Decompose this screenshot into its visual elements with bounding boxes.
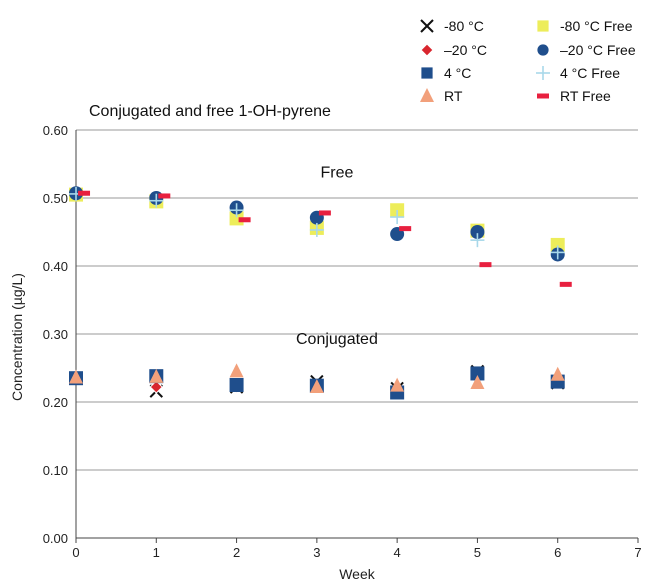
x-tick-label: 3 xyxy=(313,545,320,560)
series-8 xyxy=(78,190,572,287)
annotation-label: Free xyxy=(320,165,353,182)
data-point xyxy=(149,193,164,208)
legend-label: -80 °C Free xyxy=(560,18,633,34)
y-tick-label: 0.10 xyxy=(43,463,68,478)
legend-label: 4 °C Free xyxy=(560,65,620,81)
legend-item: 4 °C xyxy=(421,65,471,81)
series-4 xyxy=(69,363,565,394)
data-point xyxy=(318,210,331,216)
data-point xyxy=(229,363,244,378)
y-tick-label: 0.60 xyxy=(43,123,68,138)
legend-item: -80 °C xyxy=(420,18,484,34)
y-tick-label: 0.50 xyxy=(43,191,68,206)
legend-item: RT Free xyxy=(537,88,611,104)
y-tick-label: 0.00 xyxy=(43,531,68,546)
y-axis-title: Concentration (µg/L) xyxy=(9,273,25,401)
data-point xyxy=(69,369,83,384)
y-tick-label: 0.20 xyxy=(43,395,68,410)
legend-marker xyxy=(537,20,549,32)
data-point xyxy=(479,262,492,268)
data-point xyxy=(229,378,244,392)
data-point xyxy=(158,193,171,199)
x-tick-label: 5 xyxy=(474,545,481,560)
legend-item: –20 °C xyxy=(420,42,487,58)
y-tick-label: 0.40 xyxy=(43,259,68,274)
legend-swatch xyxy=(420,88,434,102)
legend-item: –20 °C Free xyxy=(537,42,636,58)
x-tick-label: 4 xyxy=(394,545,401,560)
legend-swatch xyxy=(536,66,550,80)
legend-marker xyxy=(420,19,434,33)
legend-marker xyxy=(420,43,434,57)
data-point xyxy=(399,226,412,232)
legend: -80 °C -80 °C Free –20 °C –20 °C Free 4 °C 4 … xyxy=(420,18,636,104)
data-point xyxy=(550,366,565,381)
legend-marker xyxy=(420,88,434,102)
legend-label: –20 °C xyxy=(444,42,487,58)
legend-swatch xyxy=(537,20,549,32)
data-points xyxy=(69,186,572,400)
legend-marker xyxy=(537,44,549,56)
x-tick-label: 6 xyxy=(554,545,561,560)
data-point xyxy=(229,203,244,218)
data-point xyxy=(390,210,405,225)
legend-swatch xyxy=(537,44,549,56)
data-point xyxy=(309,222,324,237)
legend-label: –20 °C Free xyxy=(560,42,636,58)
legend-label: 4 °C xyxy=(444,65,471,81)
legend-marker xyxy=(537,93,549,99)
data-point xyxy=(470,374,485,389)
annotations: Free Conjugated xyxy=(296,165,378,349)
data-point xyxy=(470,366,485,381)
data-point xyxy=(78,190,91,196)
gridlines xyxy=(76,129,638,471)
legend-item: RT xyxy=(420,88,463,104)
data-point xyxy=(559,281,572,287)
legend-swatch xyxy=(420,19,434,33)
legend-swatch xyxy=(537,93,549,99)
tick-labels: 0.00 0.10 0.20 0.30 0.40 0.50 0.60 0 1 2 3 4 5 6 7 xyxy=(43,123,642,560)
data-point xyxy=(470,225,485,239)
legend-label: -80 °C xyxy=(444,18,484,34)
data-point xyxy=(149,380,163,394)
legend-item: 4 °C Free xyxy=(536,65,620,81)
x-tick-label: 7 xyxy=(634,545,641,560)
data-point xyxy=(390,377,405,392)
data-point xyxy=(309,379,324,394)
x-axis-title: Week xyxy=(339,566,376,582)
legend-item: -80 °C Free xyxy=(537,18,633,34)
legend-marker xyxy=(536,66,550,80)
legend-marker xyxy=(421,67,433,79)
legend-swatch xyxy=(421,67,433,79)
x-tick-label: 0 xyxy=(72,545,79,560)
data-point xyxy=(238,217,251,223)
data-point xyxy=(550,245,565,260)
chart-title: Conjugated and free 1-OH-pyrene xyxy=(89,103,331,120)
legend-label: RT xyxy=(444,88,463,104)
x-tick-label: 1 xyxy=(153,545,160,560)
legend-swatch xyxy=(420,43,434,57)
x-tick-label: 2 xyxy=(233,545,240,560)
data-point xyxy=(149,368,164,383)
y-tick-label: 0.30 xyxy=(43,327,68,342)
data-point xyxy=(470,233,485,248)
annotation-label: Conjugated xyxy=(296,331,378,348)
series-7 xyxy=(69,186,565,260)
legend-label: RT Free xyxy=(560,88,611,104)
